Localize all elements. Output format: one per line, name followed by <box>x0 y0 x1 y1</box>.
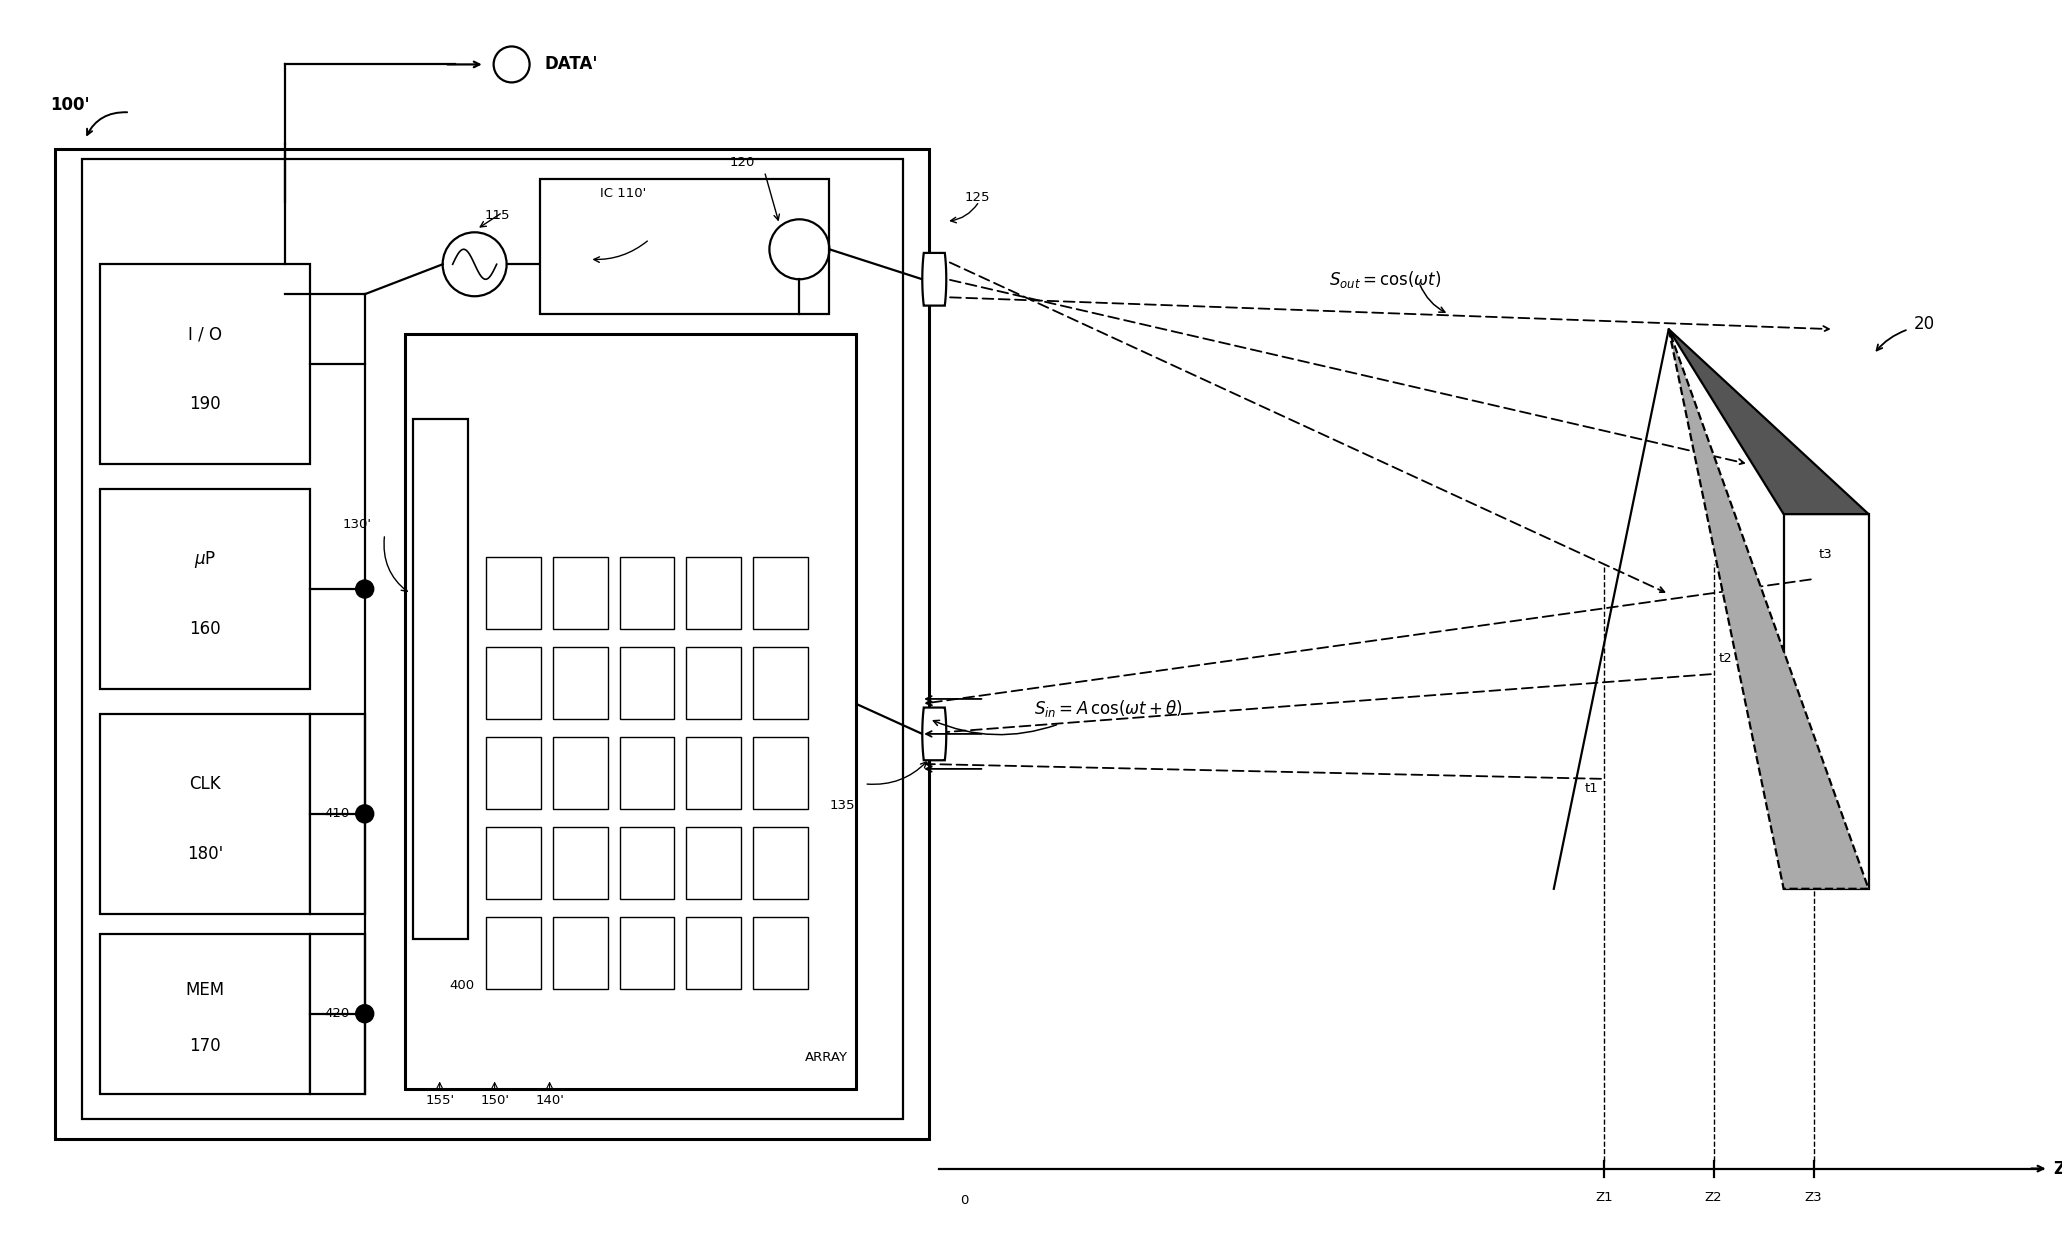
Bar <box>687 827 742 898</box>
Bar <box>99 489 309 689</box>
Text: t2: t2 <box>1720 652 1732 666</box>
Text: $S_{in} = A\,\cos(\omega t + \theta)$: $S_{in} = A\,\cos(\omega t + \theta)$ <box>1035 698 1184 719</box>
Bar <box>619 647 674 719</box>
Text: Z3: Z3 <box>1804 1191 1823 1203</box>
Text: 420: 420 <box>324 1008 351 1020</box>
Polygon shape <box>1784 514 1868 888</box>
Bar <box>753 557 808 629</box>
Bar <box>753 736 808 809</box>
Bar <box>619 736 674 809</box>
Circle shape <box>357 580 373 598</box>
Text: t3: t3 <box>1819 547 1833 561</box>
Text: $\mu$P: $\mu$P <box>194 549 217 570</box>
Text: 170: 170 <box>190 1036 221 1055</box>
Text: 150': 150' <box>480 1093 509 1107</box>
Bar <box>99 264 309 464</box>
Text: 155': 155' <box>425 1093 454 1107</box>
Bar <box>687 736 742 809</box>
Bar <box>487 647 540 719</box>
Bar <box>553 736 608 809</box>
Text: 100': 100' <box>49 96 89 114</box>
Bar <box>553 917 608 989</box>
Bar <box>412 419 468 939</box>
Text: 20: 20 <box>1914 315 1934 333</box>
Text: IC 110': IC 110' <box>600 188 645 200</box>
Bar <box>753 647 808 719</box>
Bar <box>753 917 808 989</box>
Polygon shape <box>1668 330 1868 888</box>
Text: Z2: Z2 <box>1705 1191 1722 1203</box>
Bar <box>619 827 674 898</box>
Text: ARRAY: ARRAY <box>806 1051 847 1064</box>
Text: 400: 400 <box>450 979 474 991</box>
Bar <box>540 179 829 315</box>
Text: 125: 125 <box>965 192 990 204</box>
Circle shape <box>357 805 373 822</box>
Bar <box>687 647 742 719</box>
Text: I / O: I / O <box>188 325 223 343</box>
Bar <box>487 736 540 809</box>
Bar <box>553 557 608 629</box>
Bar <box>99 714 309 914</box>
Text: Z1: Z1 <box>1596 1191 1612 1203</box>
Text: CLK: CLK <box>190 775 221 792</box>
Text: 130': 130' <box>342 518 371 531</box>
Text: $S_{out} = \cos(\omega t)$: $S_{out} = \cos(\omega t)$ <box>1330 269 1441 290</box>
Text: 140': 140' <box>536 1093 565 1107</box>
Text: t1: t1 <box>1586 782 1598 795</box>
Text: MEM: MEM <box>186 980 225 999</box>
Text: 180': 180' <box>188 845 223 863</box>
Text: DATA': DATA' <box>544 56 598 73</box>
Polygon shape <box>922 253 946 306</box>
Bar <box>309 934 365 1093</box>
Bar <box>487 827 540 898</box>
Text: 115: 115 <box>485 209 509 223</box>
Text: 120: 120 <box>730 157 755 169</box>
Bar <box>56 149 930 1138</box>
Bar <box>553 827 608 898</box>
Bar <box>687 917 742 989</box>
Text: Z: Z <box>2054 1159 2062 1178</box>
Bar <box>487 557 540 629</box>
Circle shape <box>357 1005 373 1023</box>
Text: 135': 135' <box>829 799 858 812</box>
Bar <box>753 827 808 898</box>
Bar <box>619 557 674 629</box>
Bar <box>687 557 742 629</box>
Bar <box>619 917 674 989</box>
Bar <box>99 934 309 1093</box>
Text: 190: 190 <box>190 396 221 413</box>
Text: 0: 0 <box>961 1193 969 1207</box>
Bar <box>82 159 903 1118</box>
Bar <box>309 714 365 914</box>
Polygon shape <box>1668 330 1868 514</box>
Text: 160: 160 <box>190 620 221 638</box>
Polygon shape <box>922 708 946 760</box>
Bar <box>404 335 856 1088</box>
Bar <box>553 647 608 719</box>
Bar <box>487 917 540 989</box>
Text: 410: 410 <box>324 807 351 820</box>
